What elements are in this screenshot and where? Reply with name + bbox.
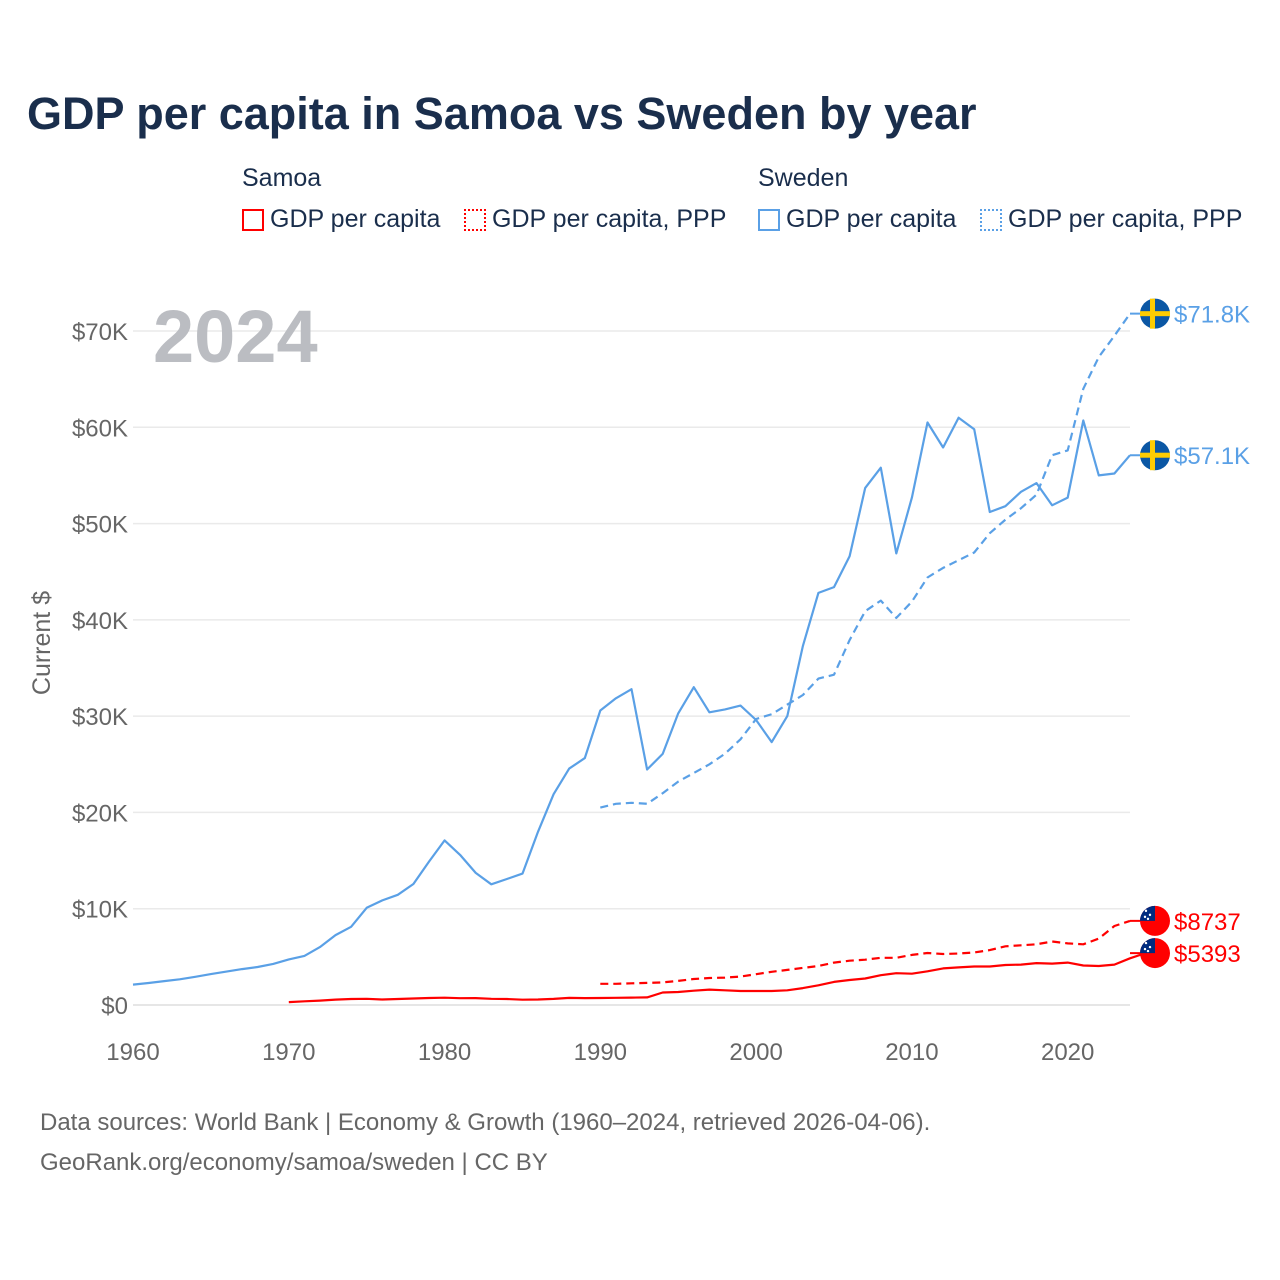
samoa-flag-star <box>1144 909 1148 913</box>
y-tick-label: $60K <box>72 415 128 442</box>
chart-title: GDP per capita in Samoa vs Sweden by yea… <box>27 88 977 139</box>
y-tick-label: $20K <box>72 800 128 827</box>
legend-sweden-ppp[interactable]: GDP per capita, PPP <box>980 205 1242 234</box>
legend-swatch-solid <box>242 208 264 231</box>
legend-group-samoa: Samoa <box>242 164 322 192</box>
legend-label: GDP per capita <box>270 205 441 233</box>
samoa-flag-star <box>1146 917 1150 921</box>
x-tick-label: 1960 <box>106 1039 159 1066</box>
samoa-flag-canton <box>1140 938 1155 954</box>
legend-label: GDP per capita <box>786 205 957 233</box>
footer-sources: Data sources: World Bank | Economy & Gro… <box>40 1109 931 1136</box>
series-line-samoa-gdp-per-capita-ppp <box>600 919 1131 985</box>
x-tick-label: 1970 <box>262 1039 315 1066</box>
samoa-flag-star <box>1148 913 1152 917</box>
y-tick-label: $10K <box>72 897 128 924</box>
x-tick-label: 2000 <box>729 1039 782 1066</box>
samoa-flag-star <box>1146 949 1150 953</box>
end-value-label: $5393 <box>1174 941 1241 968</box>
y-tick-label: $40K <box>72 608 128 635</box>
series-line-samoa-gdp-per-capita <box>288 952 1146 1004</box>
samoa-flag-star <box>1143 915 1147 919</box>
y-tick-label: $50K <box>72 512 128 539</box>
y-tick-label: $0 <box>101 993 128 1020</box>
legend-swatch-dotted <box>464 208 486 231</box>
y-tick-label: $30K <box>72 704 128 731</box>
y-axis-label: Current $ <box>28 591 56 695</box>
x-tick-label: 2010 <box>885 1039 938 1066</box>
sweden-flag-cross <box>1150 440 1155 471</box>
samoa-flag-canton <box>1140 905 1155 921</box>
end-value-label: $57.1K <box>1174 443 1250 470</box>
footer-link[interactable]: GeoRank.org/economy/samoa/sweden | CC BY <box>40 1149 548 1176</box>
legend-group-sweden: Sweden <box>758 164 849 192</box>
samoa-flag-star <box>1144 941 1148 945</box>
legend-samoa-ppp[interactable]: GDP per capita, PPP <box>464 205 726 234</box>
legend-swatch-solid <box>758 208 780 231</box>
end-value-label: $8737 <box>1174 909 1241 936</box>
sweden-flag-cross <box>1150 298 1155 329</box>
end-value-label: $71.8K <box>1174 302 1250 329</box>
legend-label: GDP per capita, PPP <box>492 205 727 233</box>
legend-samoa-gdp[interactable]: GDP per capita <box>242 205 440 234</box>
samoa-flag-star <box>1143 947 1147 951</box>
legend-sweden-gdp[interactable]: GDP per capita <box>758 205 956 234</box>
legend-swatch-dotted <box>980 208 1002 231</box>
samoa-flag-star <box>1148 945 1152 949</box>
series-line-sweden-gdp-per-capita <box>132 416 1131 986</box>
y-tick-label: $70K <box>72 319 128 346</box>
x-tick-label: 2020 <box>1041 1039 1094 1066</box>
series-line-sweden-gdp-per-capita-ppp <box>600 313 1131 809</box>
legend-label: GDP per capita, PPP <box>1008 205 1243 233</box>
x-tick-label: 1980 <box>418 1039 471 1066</box>
year-label: 2024 <box>153 295 318 378</box>
x-tick-label: 1990 <box>574 1039 627 1066</box>
